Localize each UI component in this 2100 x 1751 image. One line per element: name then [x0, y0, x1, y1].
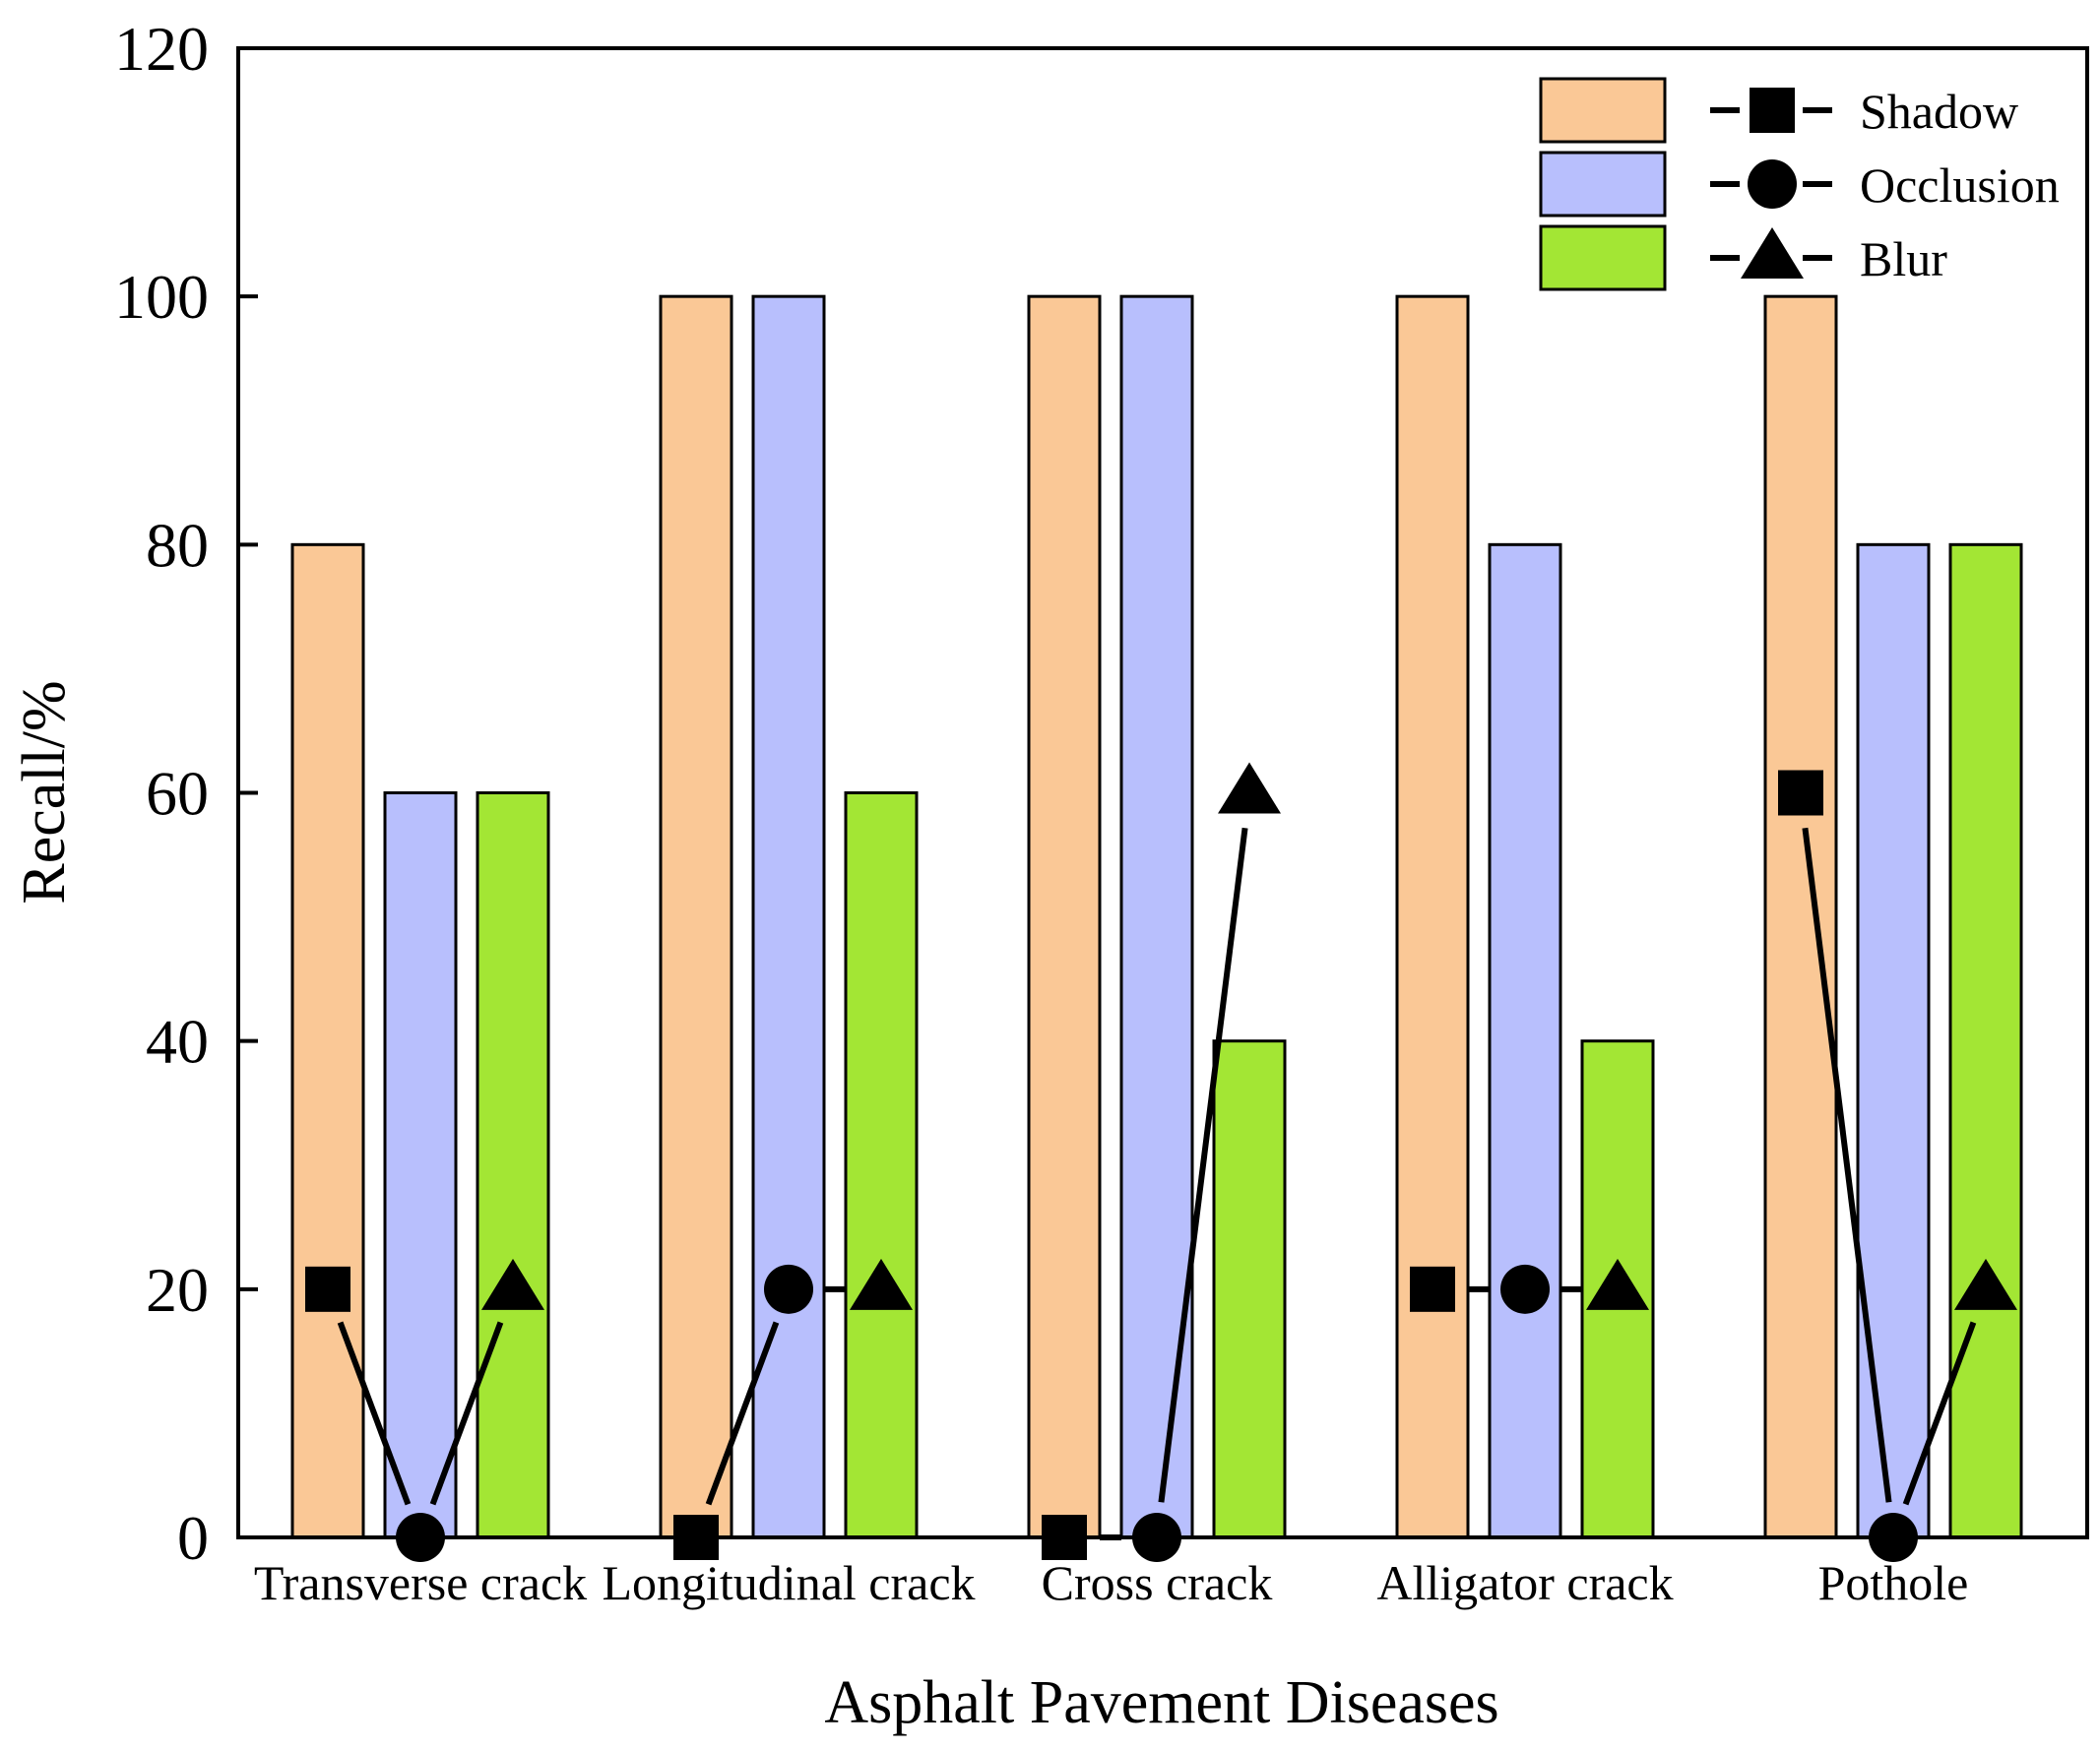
triangle-marker	[1218, 762, 1281, 814]
bar	[1488, 542, 1562, 1539]
legend-swatch	[1539, 77, 1667, 144]
series-line-segment	[705, 1321, 780, 1506]
bar	[383, 791, 458, 1539]
circle-marker	[1748, 159, 1797, 209]
legend-swatch	[1539, 224, 1667, 291]
bar	[290, 542, 365, 1539]
bar	[1763, 294, 1838, 1539]
legend-label: Occlusion	[1860, 157, 2060, 213]
square-marker	[1750, 88, 1795, 133]
x-category-label: Alligator crack	[1376, 1555, 1673, 1610]
y-tick-label: 120	[114, 14, 209, 84]
legend: Shadow Occlusion Blur	[1539, 77, 2060, 291]
y-tick-label: 100	[114, 262, 209, 332]
bar	[1212, 1039, 1287, 1539]
x-category-label: Cross crack	[1042, 1555, 1273, 1610]
circle-marker	[764, 1264, 813, 1314]
bar	[659, 294, 733, 1539]
legend-label: Blur	[1860, 231, 1947, 286]
y-axis-title: Recall/%	[11, 680, 78, 904]
triangle-marker	[850, 1258, 913, 1310]
y-axis: 0 20 40 60 80 100 120	[114, 14, 258, 1573]
lines-layer	[305, 762, 2017, 1562]
bar	[476, 791, 550, 1539]
bar	[1856, 542, 1931, 1539]
x-axis-title: Asphalt Pavement Diseases	[824, 1669, 1498, 1736]
x-axis: Transverse crack Longitudinal crack Cross …	[254, 1555, 1969, 1610]
triangle-marker	[1954, 1258, 2017, 1310]
triangle-marker	[1586, 1258, 1649, 1310]
y-tick-label: 0	[177, 1503, 209, 1573]
legend-label: Shadow	[1860, 84, 2018, 139]
x-category-label: Longitudinal crack	[602, 1555, 975, 1610]
square-marker	[1410, 1266, 1455, 1312]
series-line-segment	[1902, 1321, 1977, 1506]
x-category-label: Pothole	[1818, 1555, 1969, 1610]
triangle-marker	[1741, 227, 1804, 279]
bar	[751, 294, 826, 1539]
y-tick-label: 80	[146, 510, 209, 580]
bar	[1395, 294, 1470, 1539]
bar	[844, 791, 919, 1539]
legend-swatch	[1539, 151, 1667, 218]
y-tick-label: 20	[146, 1255, 209, 1325]
series-line-segment	[429, 1321, 504, 1506]
bar	[1948, 542, 2023, 1539]
bar	[1027, 294, 1102, 1539]
circle-marker	[1500, 1264, 1550, 1314]
square-marker	[305, 1266, 350, 1312]
y-tick-label: 40	[146, 1007, 209, 1077]
bars-layer	[290, 294, 2023, 1539]
square-marker	[1778, 770, 1823, 816]
triangle-marker	[481, 1258, 544, 1310]
series-line-segment	[337, 1321, 412, 1506]
series-line-segment	[1802, 827, 1892, 1503]
series-line-segment	[1158, 827, 1248, 1503]
y-tick-label: 60	[146, 759, 209, 829]
x-category-label: Transverse crack	[254, 1555, 587, 1610]
